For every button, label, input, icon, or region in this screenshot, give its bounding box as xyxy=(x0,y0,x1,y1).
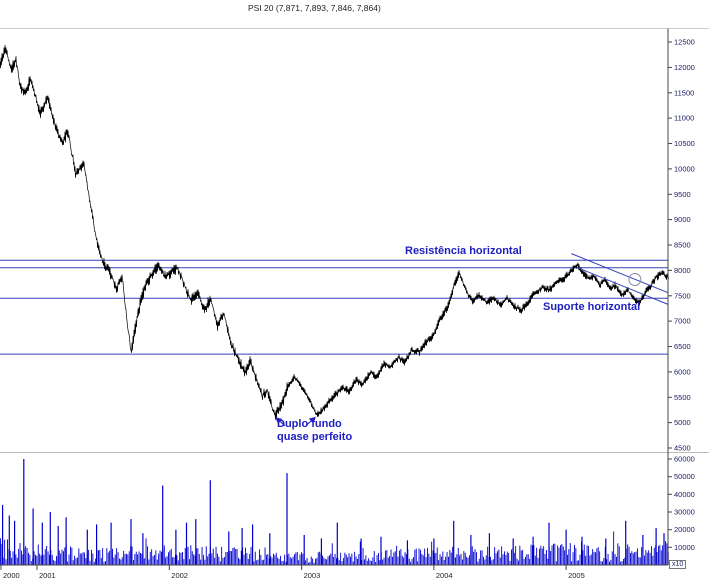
price-axis-label: 5500 xyxy=(674,393,691,402)
volume-axis-label: 30000 xyxy=(674,508,695,517)
price-axis-label: 9500 xyxy=(674,190,691,199)
support-annotation: Suporte horizontal xyxy=(543,301,641,313)
breakout-circle xyxy=(628,273,642,286)
price-axis-label: 6000 xyxy=(674,367,691,376)
price-axis-label: 7500 xyxy=(674,291,691,300)
price-axis-label: 11000 xyxy=(674,114,694,123)
price-axis-label: 10500 xyxy=(674,139,695,148)
double-bottom-annotation: Duplo fundo quase perfeito xyxy=(277,418,352,444)
channel-upper-line xyxy=(571,253,669,294)
price-axis-label: 5000 xyxy=(674,418,691,427)
year-axis-label: 2001 xyxy=(39,571,56,580)
channel-lower-line xyxy=(576,266,669,305)
volume-axis-label: 50000 xyxy=(674,472,695,481)
price-axis-label: 12000 xyxy=(674,63,695,72)
volume-axis-label: 10000 xyxy=(674,543,695,552)
year-axis-label: 2002 xyxy=(171,571,188,580)
volume-axis-label: 40000 xyxy=(674,490,695,499)
volume-axis-label: 20000 xyxy=(674,525,695,534)
double-bottom-annotation-line1: Duplo fundo xyxy=(277,418,342,430)
year-axis-label: 2004 xyxy=(436,571,453,580)
chart-title: PSI 20 (7,871, 7,893, 7,846, 7,864) xyxy=(248,3,381,13)
double-bottom-annotation-line2: quase perfeito xyxy=(277,431,353,443)
price-axis-label: 9000 xyxy=(674,215,691,224)
price-axis-label: 12500 xyxy=(674,38,695,47)
resistance-annotation: Resistência horizontal xyxy=(405,245,522,257)
double-bottom-arrow xyxy=(305,416,316,426)
volume-bars xyxy=(0,459,669,565)
volume-unit-badge: x10 xyxy=(669,560,687,569)
price-axis-label: 6500 xyxy=(674,342,691,351)
year-axis-label: 2005 xyxy=(568,571,585,580)
price-axis-label: 8500 xyxy=(674,241,691,250)
volume-axis-label: 60000 xyxy=(674,455,695,464)
price-axis-label: 4500 xyxy=(674,444,691,453)
year-axis-label: 2003 xyxy=(304,571,321,580)
price-axis-label: 10000 xyxy=(674,164,695,173)
price-axis-label: 7000 xyxy=(674,317,691,326)
double-bottom-arrow xyxy=(275,417,286,427)
price-axis-label: 8000 xyxy=(674,266,691,275)
year-axis-label: 2000 xyxy=(3,571,20,580)
price-series xyxy=(0,44,669,420)
price-axis-label: 11500 xyxy=(674,88,694,97)
